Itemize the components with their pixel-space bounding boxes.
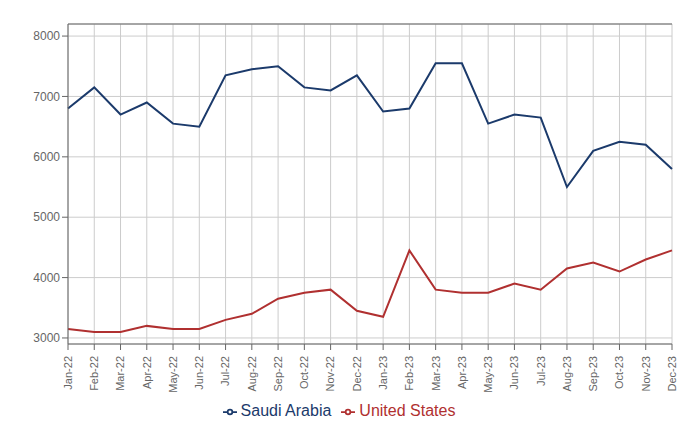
svg-text:Aug-22: Aug-22 (246, 356, 258, 391)
svg-text:6000: 6000 (33, 150, 60, 164)
svg-text:4000: 4000 (33, 271, 60, 285)
svg-text:8000: 8000 (33, 29, 60, 43)
svg-text:Feb-22: Feb-22 (88, 356, 100, 391)
html-text:Saudi Arabia: Saudi Arabia (240, 402, 332, 419)
svg-text:Jan-23: Jan-23 (377, 356, 389, 390)
svg-text:Mar-23: Mar-23 (430, 356, 442, 391)
svg-text:Nov-22: Nov-22 (324, 356, 336, 391)
svg-text:Apr-22: Apr-22 (141, 356, 153, 389)
svg-text:Apr-23: Apr-23 (456, 356, 468, 389)
html-text:United States: United States (359, 402, 456, 419)
svg-text:Oct-22: Oct-22 (298, 356, 310, 389)
svg-text:May-23: May-23 (482, 356, 494, 393)
svg-text:Aug-23: Aug-23 (561, 356, 573, 391)
svg-text:Oct-23: Oct-23 (613, 356, 625, 389)
svg-text:May-22: May-22 (167, 356, 179, 393)
svg-text:Jun-23: Jun-23 (508, 356, 520, 390)
svg-text:Jul-22: Jul-22 (219, 356, 231, 386)
svg-text:Jan-22: Jan-22 (62, 356, 74, 390)
svg-text:Sep-23: Sep-23 (587, 356, 599, 391)
svg-text:Sep-22: Sep-22 (272, 356, 284, 391)
svg-text:Jul-23: Jul-23 (535, 356, 547, 386)
svg-text:Nov-23: Nov-23 (640, 356, 652, 391)
svg-text:7000: 7000 (33, 90, 60, 104)
svg-text:3000: 3000 (33, 331, 60, 345)
svg-text:Mar-22: Mar-22 (114, 356, 126, 391)
svg-text:Dec-22: Dec-22 (351, 356, 363, 391)
svg-text:Jun-22: Jun-22 (193, 356, 205, 390)
svg-text:5000: 5000 (33, 210, 60, 224)
svg-text:Feb-23: Feb-23 (403, 356, 415, 391)
svg-text:Dec-23: Dec-23 (666, 356, 678, 391)
